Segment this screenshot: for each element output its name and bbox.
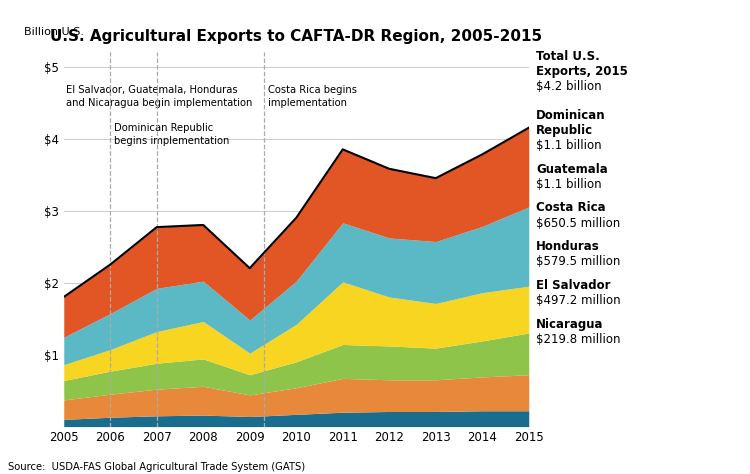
Text: Republic: Republic [536,124,593,137]
Text: Dominican Republic
begins implementation: Dominican Republic begins implementation [114,123,230,146]
Text: $4.2 billion: $4.2 billion [536,80,602,93]
Text: Billion U.S.: Billion U.S. [24,27,84,37]
Title: U.S. Agricultural Exports to CAFTA-DR Region, 2005-2015: U.S. Agricultural Exports to CAFTA-DR Re… [50,29,542,44]
Text: Total U.S.: Total U.S. [536,50,600,63]
Text: Costa Rica: Costa Rica [536,201,606,214]
Text: Costa Rica begins
implementation: Costa Rica begins implementation [268,84,357,108]
Text: Honduras: Honduras [536,240,600,253]
Text: Nicaragua: Nicaragua [536,318,604,331]
Text: $219.8 million: $219.8 million [536,333,621,346]
Text: $579.5 million: $579.5 million [536,255,621,268]
Text: $1.1 billion: $1.1 billion [536,139,602,152]
Text: $497.2 million: $497.2 million [536,294,621,307]
Text: Exports, 2015: Exports, 2015 [536,65,628,78]
Text: El Salvador: El Salvador [536,279,610,292]
Text: Guatemala: Guatemala [536,163,608,175]
Text: Dominican: Dominican [536,109,606,121]
Text: $650.5 million: $650.5 million [536,217,620,229]
Text: Source:  USDA-FAS Global Agricultural Trade System (GATS): Source: USDA-FAS Global Agricultural Tra… [8,462,304,472]
Text: $1.1 billion: $1.1 billion [536,178,602,191]
Text: El Salvador, Guatemala, Honduras
and Nicaragua begin implementation: El Salvador, Guatemala, Honduras and Nic… [66,84,253,108]
